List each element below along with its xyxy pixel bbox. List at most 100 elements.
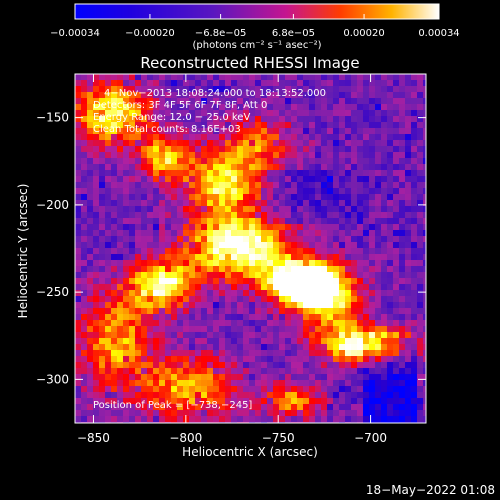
heatmap-cell xyxy=(207,260,214,267)
heatmap-cell xyxy=(255,284,262,291)
heatmap-cell xyxy=(423,284,426,291)
heatmap-cell xyxy=(279,98,286,105)
heatmap-cell xyxy=(279,128,286,135)
heatmap-cell xyxy=(183,104,190,111)
heatmap-cell xyxy=(261,110,268,117)
heatmap-cell xyxy=(183,176,190,183)
heatmap-cell xyxy=(339,338,346,345)
heatmap-cell xyxy=(123,380,130,387)
heatmap-cell xyxy=(369,194,376,201)
heatmap-cell xyxy=(99,296,106,303)
heatmap-cell xyxy=(129,380,136,387)
heatmap-cell xyxy=(375,218,382,225)
heatmap-cell xyxy=(261,410,268,417)
heatmap-cell xyxy=(321,362,328,369)
heatmap-cell xyxy=(267,380,274,387)
heatmap-cell xyxy=(165,122,172,129)
heatmap-cell xyxy=(129,314,136,321)
heatmap-cell xyxy=(285,164,292,171)
heatmap-cell xyxy=(357,398,364,405)
heatmap-cell xyxy=(339,386,346,393)
heatmap-cell xyxy=(327,284,334,291)
heatmap-cell xyxy=(345,260,352,267)
heatmap-cell xyxy=(225,86,232,93)
heatmap-cell xyxy=(243,278,250,285)
heatmap-cell xyxy=(201,74,208,81)
heatmap-cell xyxy=(129,194,136,201)
heatmap-cell xyxy=(405,332,412,339)
heatmap-cell xyxy=(75,284,82,291)
heatmap-cell xyxy=(129,206,136,213)
heatmap-cell xyxy=(153,158,160,165)
heatmap-cell xyxy=(387,410,394,417)
heatmap-cell xyxy=(189,212,196,219)
heatmap-cell xyxy=(225,194,232,201)
heatmap-cell xyxy=(159,212,166,219)
heatmap-cell xyxy=(195,338,202,345)
heatmap-cell xyxy=(291,212,298,219)
heatmap-cell xyxy=(327,398,334,405)
heatmap-cell xyxy=(405,308,412,315)
heatmap-cell xyxy=(159,398,166,405)
heatmap-cell xyxy=(219,200,226,207)
heatmap-cell xyxy=(225,302,232,309)
heatmap-cell xyxy=(141,392,148,399)
heatmap-cell xyxy=(363,278,370,285)
heatmap-cell xyxy=(285,254,292,261)
heatmap-cell xyxy=(147,92,154,99)
heatmap-cell xyxy=(237,416,244,423)
heatmap-cell xyxy=(219,416,226,423)
heatmap-cell xyxy=(81,314,88,321)
heatmap-cell xyxy=(135,188,142,195)
heatmap-cell xyxy=(177,404,184,411)
heatmap-cell xyxy=(279,320,286,327)
heatmap-cell xyxy=(219,116,226,123)
heatmap-cell xyxy=(321,380,328,387)
heatmap-cell xyxy=(255,116,262,123)
heatmap-cell xyxy=(375,188,382,195)
heatmap-cell xyxy=(261,392,268,399)
heatmap-cell xyxy=(201,338,208,345)
heatmap-cell xyxy=(321,104,328,111)
heatmap-cell xyxy=(291,230,298,237)
heatmap-cell xyxy=(375,128,382,135)
heatmap-cell xyxy=(93,254,100,261)
heatmap-cell xyxy=(189,416,196,423)
heatmap-cell xyxy=(303,128,310,135)
heatmap-cell xyxy=(81,230,88,237)
heatmap-cell xyxy=(99,152,106,159)
heatmap-cell xyxy=(411,392,418,399)
heatmap-cell xyxy=(381,182,388,189)
heatmap-cell xyxy=(387,74,394,81)
heatmap-cell xyxy=(141,368,148,375)
heatmap-cell xyxy=(75,206,82,213)
heatmap-cell xyxy=(201,266,208,273)
heatmap-cell xyxy=(363,146,370,153)
heatmap-cell xyxy=(375,344,382,351)
heatmap-cell xyxy=(93,314,100,321)
heatmap-cell xyxy=(105,254,112,261)
heatmap-cell xyxy=(183,410,190,417)
heatmap-cell xyxy=(357,152,364,159)
heatmap-cell xyxy=(195,374,202,381)
heatmap-cell xyxy=(105,314,112,321)
heatmap-cell xyxy=(321,314,328,321)
heatmap-cell xyxy=(417,362,424,369)
heatmap-cell xyxy=(189,332,196,339)
heatmap-cell xyxy=(147,224,154,231)
heatmap-cell xyxy=(339,230,346,237)
heatmap-cell xyxy=(423,218,426,225)
heatmap-cell xyxy=(303,212,310,219)
heatmap-cell xyxy=(237,86,244,93)
heatmap-cell xyxy=(231,326,238,333)
heatmap-cell xyxy=(243,122,250,129)
heatmap-cell xyxy=(153,170,160,177)
heatmap-cell xyxy=(315,236,322,243)
heatmap-cell xyxy=(339,224,346,231)
heatmap-cell xyxy=(81,110,88,117)
heatmap-cell xyxy=(381,320,388,327)
heatmap-cell xyxy=(225,188,232,195)
heatmap-cell xyxy=(369,260,376,267)
heatmap-cell xyxy=(357,296,364,303)
heatmap-cell xyxy=(195,230,202,237)
